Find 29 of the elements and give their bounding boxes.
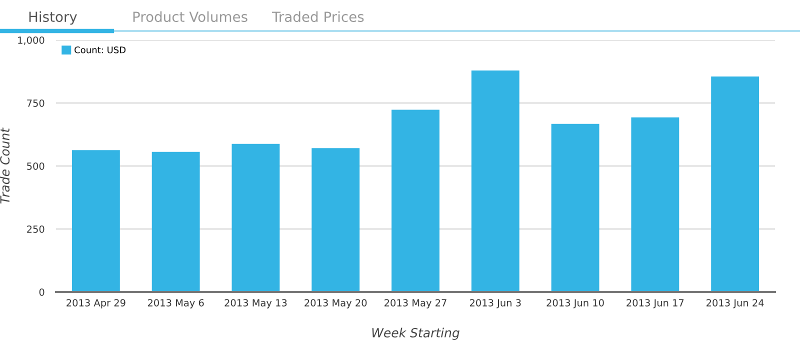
y-tick-label: 1,000 [18, 36, 44, 45]
text: Product Volumes [133, 11, 248, 22]
y-tick-label: 500 [27, 162, 44, 170]
bar [631, 117, 680, 292]
x-tick-label: 2013 Apr 29 [66, 299, 126, 308]
bar [232, 144, 280, 292]
x-tick-label: 2013 Jun 10 [546, 299, 604, 308]
bar [72, 150, 120, 292]
bar [152, 152, 200, 292]
y-tick-label: 250 [27, 225, 44, 233]
x-tick-label: 2013 May 20 [304, 299, 367, 308]
bar [551, 124, 600, 292]
x-tick-label: 2013 May 27 [384, 299, 446, 308]
y-tick-label: 750 [27, 99, 44, 107]
text: History [29, 11, 77, 25]
y-axis-title: Trade Count [0, 128, 10, 204]
bar [471, 70, 520, 292]
x-tick-label: 2013 Jun 17 [626, 299, 684, 308]
x-tick-label: 2013 May 13 [224, 299, 287, 308]
bar [711, 76, 760, 292]
x-tick-label: 2013 May 6 [148, 299, 204, 308]
text: Traded Prices [272, 11, 364, 22]
legend-label: Count: USD [74, 46, 126, 54]
x-axis-title: Week Starting [372, 328, 460, 340]
x-tick-label: 2013 Jun 3 [470, 299, 521, 308]
x-tick-label: 2013 Jun 24 [706, 299, 764, 308]
y-tick-label: 0 [39, 288, 44, 296]
bar [312, 148, 360, 292]
bar [392, 110, 440, 292]
